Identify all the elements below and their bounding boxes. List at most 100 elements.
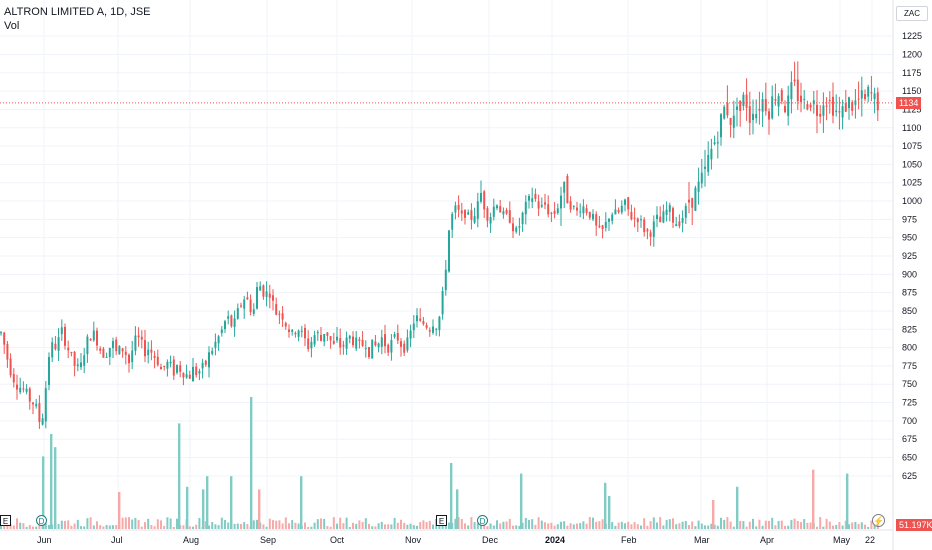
volume-bar-spike	[812, 469, 815, 529]
volume-bar	[320, 518, 322, 529]
candle-body	[380, 337, 383, 347]
candle-body	[662, 211, 665, 223]
currency-selector[interactable]: ZAC	[896, 6, 928, 21]
candle-body	[163, 366, 166, 368]
y-tick-label: 675	[902, 434, 917, 444]
candle-body	[393, 334, 396, 337]
volume-bar	[153, 526, 156, 529]
volume-bar	[851, 522, 854, 529]
volume-bar	[294, 522, 297, 529]
volume-bar	[515, 525, 518, 529]
candle-body	[492, 206, 495, 217]
candle-body	[278, 313, 281, 315]
candle-body	[16, 384, 18, 390]
candle-body	[297, 330, 300, 337]
volume-bar	[48, 524, 50, 529]
plot-area	[0, 0, 893, 530]
candle-body	[646, 229, 649, 232]
volume-bar	[131, 519, 134, 529]
volume-bar	[35, 526, 38, 529]
volume-bar	[336, 523, 338, 529]
volume-bar	[393, 517, 396, 529]
volume-bar	[332, 517, 335, 529]
y-tick-label: 800	[902, 343, 917, 353]
volume-bar	[681, 521, 684, 529]
volume-bar	[224, 519, 226, 529]
candle-body	[246, 297, 249, 300]
candle-body	[147, 349, 150, 356]
candle-body	[812, 100, 815, 105]
candle-body	[633, 217, 636, 219]
volume-bar	[265, 526, 268, 529]
candle-body	[153, 355, 156, 358]
candle-body	[185, 374, 188, 378]
volume-bar-spike	[230, 476, 233, 529]
volume-bar	[128, 517, 130, 529]
candle-body	[422, 320, 425, 325]
volume-bar	[745, 526, 748, 529]
candle-body	[755, 114, 758, 119]
x-tick-label: Oct	[330, 535, 345, 545]
volume-bar	[512, 525, 514, 529]
candle-body	[217, 336, 220, 344]
candle-body	[710, 148, 713, 160]
volume-bar-spike	[186, 486, 189, 529]
candle-body	[672, 208, 674, 223]
volume-bar	[6, 525, 9, 529]
volume-bar	[169, 518, 172, 529]
volume-bar	[739, 520, 742, 529]
volume-bar	[819, 517, 822, 529]
candle-body	[864, 94, 866, 100]
candle-body	[307, 338, 310, 350]
dividend-marker[interactable]: D	[477, 515, 488, 526]
earnings-marker[interactable]: E	[0, 515, 11, 526]
earnings-marker[interactable]: E	[436, 515, 447, 526]
candle-body	[3, 332, 6, 345]
volume-bar	[387, 524, 390, 529]
candle-body	[348, 335, 351, 339]
candle-body	[281, 313, 284, 320]
candle-body	[556, 208, 559, 214]
volume-bar	[790, 520, 793, 529]
candle-body	[851, 102, 854, 111]
volume-bar	[112, 525, 114, 529]
candle-body	[515, 227, 518, 232]
volume-bar	[630, 524, 633, 529]
y-tick-label: 625	[902, 471, 917, 481]
volume-bar	[313, 522, 316, 529]
lightning-icon[interactable]: ⚡	[872, 514, 885, 527]
volume-bar	[838, 522, 841, 529]
volume-bar	[464, 523, 466, 529]
volume-bar	[342, 523, 345, 529]
x-tick-label: Apr	[760, 535, 774, 545]
volume-bar	[76, 519, 79, 529]
chart-title: ALTRON LIMITED A, 1D, JSE	[4, 6, 151, 18]
volume-bar	[534, 524, 537, 529]
candle-body	[780, 90, 783, 102]
candle-body	[867, 86, 870, 97]
dividend-marker[interactable]: D	[36, 515, 47, 526]
candle-body	[796, 79, 799, 102]
candle-body	[262, 285, 265, 297]
candle-body	[784, 106, 786, 113]
volume-bar	[275, 520, 278, 529]
y-tick-label: 775	[902, 361, 917, 371]
volume-bar	[585, 523, 588, 529]
candle-body	[460, 210, 463, 214]
volume-bar	[822, 526, 825, 529]
volume-bar	[640, 525, 642, 529]
candle-body	[566, 176, 569, 204]
candle-body	[588, 211, 591, 218]
candle-body	[419, 318, 422, 321]
volume-bar	[307, 526, 310, 529]
volume-bar	[659, 517, 662, 529]
candle-body	[352, 336, 354, 346]
candle-body	[124, 351, 127, 355]
candle-body	[160, 366, 162, 370]
candle-body	[22, 388, 25, 390]
candle-body	[64, 326, 66, 346]
candle-body	[121, 348, 124, 352]
volume-bar	[64, 520, 66, 529]
candle-body	[252, 309, 255, 314]
